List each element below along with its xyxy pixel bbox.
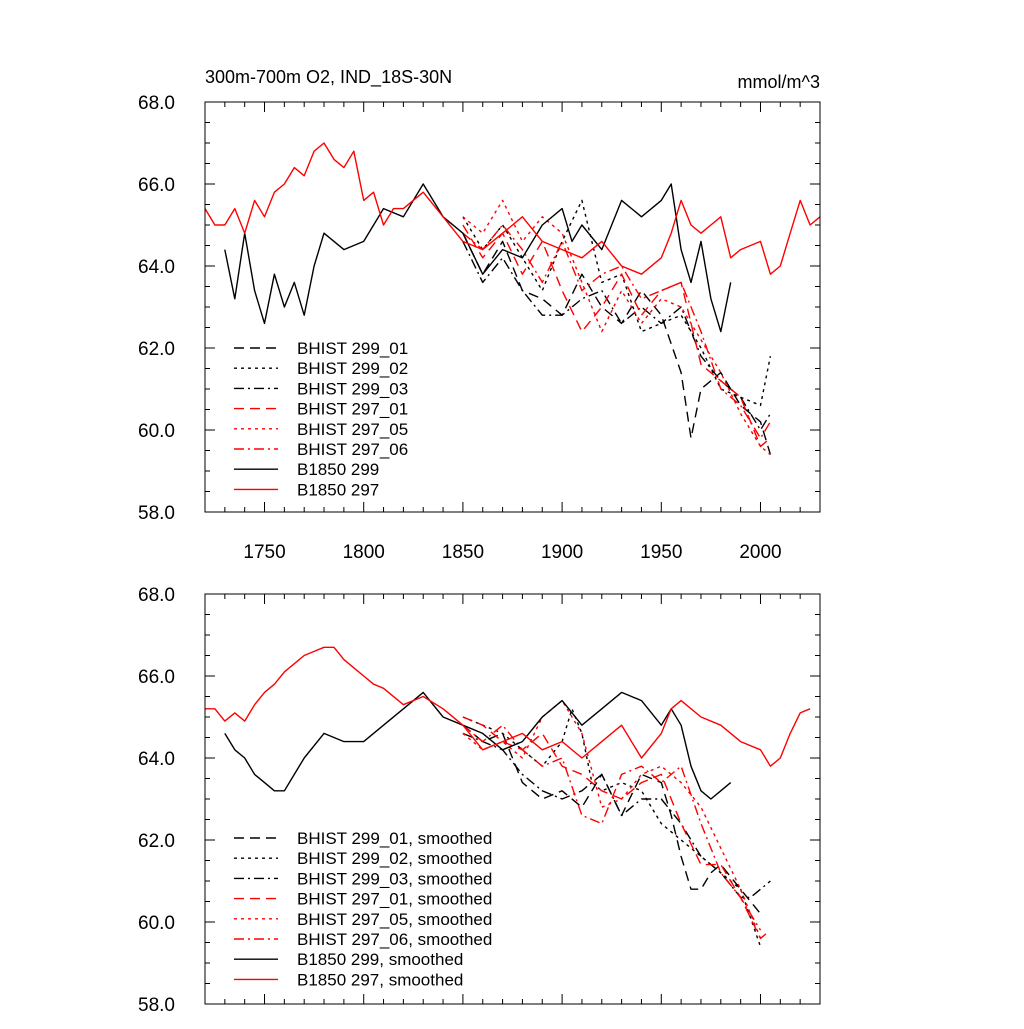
- series-line-bhist-299-01-smoothed: [462, 724, 762, 915]
- y-tick-label: 64.0: [138, 257, 175, 278]
- legend-label: B1850 299: [297, 460, 379, 479]
- legend-label: B1850 297, smoothed: [297, 970, 463, 989]
- y-tick-label: 66.0: [138, 175, 175, 196]
- x-tick-label: 1750: [243, 542, 285, 563]
- series-line-bhist-297-01: [462, 224, 771, 448]
- units-label: mmol/m^3: [738, 72, 820, 92]
- legend-label: BHIST 299_03, smoothed: [297, 869, 492, 888]
- legend-label: BHIST 299_01: [297, 339, 408, 358]
- series-line-bhist-297-05-smoothed: [462, 699, 762, 939]
- legend-label: BHIST 297_06: [297, 440, 408, 459]
- series-line-bhist-299-01: [462, 232, 772, 455]
- series-line-bhist-297-05: [462, 199, 771, 456]
- legend-label: BHIST 297_01, smoothed: [297, 890, 492, 909]
- x-tick-label: 1900: [541, 542, 583, 563]
- x-tick-label: 1800: [343, 542, 385, 563]
- legend-label: B1850 299, smoothed: [297, 950, 463, 969]
- legend-label: BHIST 299_02, smoothed: [297, 849, 492, 868]
- y-tick-label: 68.0: [138, 585, 175, 606]
- legend-label: B1850 297: [297, 480, 379, 499]
- series-line-b1850-299: [224, 183, 732, 333]
- series-line-b1850-297-smoothed: [205, 646, 811, 767]
- top-panel: 300m-700m O2, IND_18S-30N mmol/m^3 58.0 6…: [138, 67, 821, 563]
- legend-label: BHIST 297_05, smoothed: [297, 910, 492, 929]
- series-line-bhist-297-06-smoothed: [462, 724, 762, 931]
- series-line-bhist-299-03-smoothed: [462, 732, 771, 899]
- y-tick-label: 60.0: [138, 421, 175, 442]
- legend-label: BHIST 299_01, smoothed: [297, 829, 492, 848]
- series-group: [205, 646, 811, 947]
- series-line-bhist-299-03: [462, 241, 771, 431]
- chart-title: 300m-700m O2, IND_18S-30N: [205, 67, 452, 88]
- x-tick-label: 2000: [739, 542, 781, 563]
- y-tick-label: 64.0: [138, 749, 175, 770]
- series-group: [205, 142, 820, 456]
- series-line-b1850-297: [205, 142, 820, 275]
- series-line-bhist-299-02-smoothed: [462, 708, 762, 947]
- legend-label: BHIST 297_05: [297, 420, 408, 439]
- y-tick-label: 68.0: [138, 93, 175, 114]
- legend-label: BHIST 297_01: [297, 400, 408, 419]
- legend-label: BHIST 299_03: [297, 379, 408, 398]
- x-tick-label: 1950: [640, 542, 682, 563]
- x-tick-label: 1850: [442, 542, 484, 563]
- y-tick-label: 62.0: [138, 831, 175, 852]
- y-tick-label: 62.0: [138, 339, 175, 360]
- bottom-panel: 58.0 60.0 62.0 64.0 66.0 68.0 BHIST 299_01, sm…: [138, 585, 821, 1016]
- y-tick-label: 58.0: [138, 503, 175, 524]
- y-tick-label: 58.0: [138, 995, 175, 1016]
- legend-label: BHIST 299_02: [297, 359, 408, 378]
- legend-label: BHIST 297_06, smoothed: [297, 930, 492, 949]
- series-line-b1850-299-smoothed: [224, 691, 732, 800]
- y-tick-label: 60.0: [138, 913, 175, 934]
- y-tick-label: 66.0: [138, 667, 175, 688]
